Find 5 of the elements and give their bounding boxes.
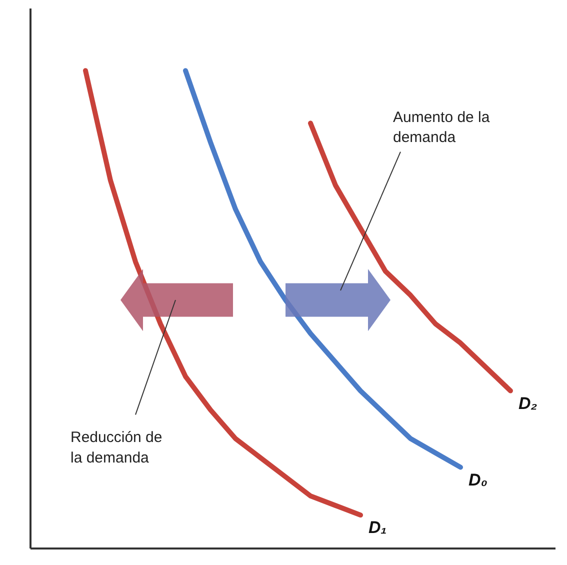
annotation: Reducción de la demanda bbox=[70, 429, 162, 466]
series-label: D₁ bbox=[368, 518, 387, 538]
annotation: Aumento de la demanda bbox=[393, 108, 490, 146]
series-label: D₀ bbox=[468, 470, 488, 490]
series-label: D₂ bbox=[518, 394, 538, 413]
